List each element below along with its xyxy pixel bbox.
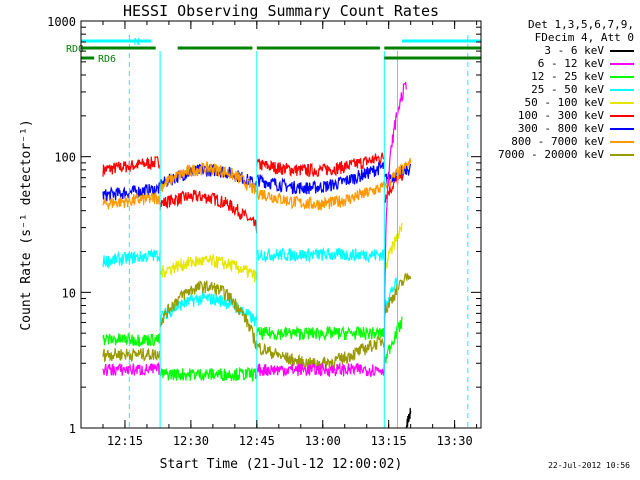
x-tick-label: 13:30 (437, 434, 473, 448)
legend-entry: 7000 - 20000 keV (484, 148, 634, 161)
legend-entry: 25 - 50 keV (484, 83, 634, 96)
legend-header-line: FDecim 4, Att 0 (534, 31, 634, 44)
series-line (256, 160, 385, 195)
legend-swatch (610, 128, 634, 130)
legend-swatch (610, 154, 634, 156)
legend-entry-label: 50 - 100 keV (524, 96, 604, 109)
timestamp: 22-Jul-2012 10:56 (548, 461, 630, 470)
series-line (102, 248, 161, 270)
x-tick-label: 12:15 (107, 434, 143, 448)
x-tick-label: 13:00 (305, 434, 341, 448)
series-line (159, 253, 258, 283)
series-line (383, 222, 403, 271)
legend-entry-label: 3 - 6 keV (544, 44, 604, 57)
flag-label-rd0: RD0 (66, 44, 84, 55)
series-6-12-kev (102, 81, 407, 378)
legend-swatch (610, 76, 634, 78)
legend-entry-label: 800 - 7000 keV (511, 135, 604, 148)
x-tick-label: 12:45 (239, 434, 275, 448)
series-line (256, 181, 385, 211)
legend-entry: 100 - 300 keV (484, 109, 634, 122)
series-line (256, 361, 385, 378)
series-line (256, 246, 385, 264)
y-tick-label: 100 (54, 151, 76, 165)
series-line (405, 407, 412, 429)
flag-label-n: N (134, 37, 140, 48)
series-line (159, 161, 258, 195)
legend-entry: 3 - 6 keV (484, 44, 634, 57)
chart-title: HESSI Observing Summary Count Rates (123, 2, 439, 20)
y-tick-label: 1 (69, 422, 76, 436)
y-axis-label: Count Rate (s⁻¹ detector⁻¹) (19, 119, 34, 330)
legend-entry: 50 - 100 keV (484, 96, 634, 109)
legend-entry-label: 7000 - 20000 keV (498, 148, 604, 161)
series-line (102, 348, 161, 363)
series-50-100-kev (159, 222, 403, 283)
legend-entry-label: 300 - 800 keV (517, 122, 604, 135)
series-line (383, 81, 407, 374)
legend-swatch (610, 141, 634, 143)
legend-header-line: Det 1,3,5,6,7,9, (528, 18, 634, 31)
y-tick-label: 1000 (47, 15, 76, 29)
series-line (256, 325, 385, 342)
series-3-6-kev (405, 407, 412, 429)
x-axis-label: Start Time (21-Jul-12 12:00:02) (160, 457, 403, 472)
legend-entry-label: 100 - 300 keV (517, 109, 604, 122)
series-line (159, 189, 258, 234)
series-12-25-kev (102, 316, 403, 383)
plot-frame (80, 20, 482, 429)
legend-swatch (610, 102, 634, 104)
series-25-50-kev (102, 246, 399, 327)
legend-entry-label: 12 - 25 keV (531, 70, 604, 83)
series-line (256, 152, 385, 178)
legend-entry-label: 6 - 12 keV (537, 57, 604, 70)
series-line (159, 366, 258, 383)
legend-swatch (610, 115, 634, 117)
legend-entry: 6 - 12 keV (484, 57, 634, 70)
legend-swatch (610, 89, 634, 91)
series-line (102, 333, 161, 348)
series-line (256, 334, 385, 371)
series-line (159, 291, 258, 327)
series-line (383, 316, 403, 366)
series-line (102, 361, 161, 377)
legend-entry: 800 - 7000 keV (484, 135, 634, 148)
legend-swatch (610, 50, 634, 52)
legend-entry: 300 - 800 keV (484, 122, 634, 135)
x-tick-label: 13:15 (371, 434, 407, 448)
series-line (102, 155, 161, 177)
flag-label-rd6: RD6 (98, 54, 116, 65)
y-tick-label: 10 (62, 286, 76, 300)
legend-entry: 12 - 25 keV (484, 70, 634, 83)
legend-swatch (610, 63, 634, 65)
legend-entry-label: 25 - 50 keV (531, 83, 604, 96)
x-tick-label: 12:30 (173, 434, 209, 448)
series-line (102, 181, 161, 202)
series-line (159, 280, 258, 350)
series-line (102, 191, 161, 210)
